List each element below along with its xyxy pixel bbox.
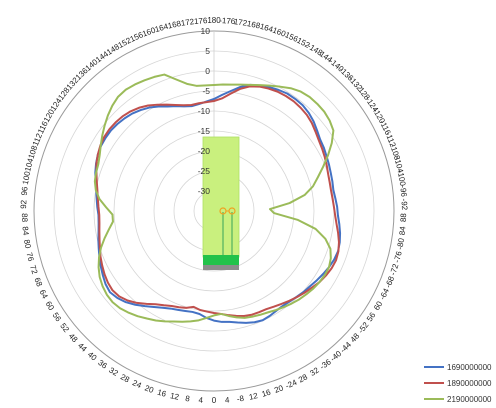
angle-tick-label: 20 bbox=[273, 383, 285, 395]
angle-tick-label: 12 bbox=[248, 391, 259, 402]
angle-tick-label: 4 bbox=[225, 395, 231, 404]
angle-tick-label: 160 bbox=[141, 25, 157, 38]
angle-tick-label: 164 bbox=[154, 22, 170, 34]
angle-tick-label: 0 bbox=[212, 396, 217, 405]
angle-tick-label: 164 bbox=[259, 22, 275, 34]
radial-tick-label: -30 bbox=[198, 186, 211, 196]
angle-tick-label: -176 bbox=[219, 16, 236, 26]
angle-tick-label: 48 bbox=[67, 332, 80, 345]
angle-tick-label: 88 bbox=[20, 213, 29, 223]
angle-tick-label: 28 bbox=[119, 372, 132, 384]
angle-tick-label: 100 bbox=[21, 170, 32, 185]
angle-tick-label: 52 bbox=[58, 321, 71, 334]
angle-tick-label: 160 bbox=[271, 26, 287, 39]
angle-tick-label: -104 bbox=[392, 156, 405, 174]
inset-base bbox=[203, 265, 239, 270]
inset-ground-plane bbox=[203, 255, 239, 265]
angle-tick-label: 172 bbox=[180, 17, 195, 28]
angle-tick-label: 20 bbox=[143, 383, 155, 395]
series-line-1890000000 bbox=[95, 85, 340, 317]
legend-label: 1890000000 bbox=[447, 379, 492, 388]
angle-tick-label: 80 bbox=[22, 239, 33, 250]
angle-tick-label: 104 bbox=[23, 157, 35, 173]
radial-tick-label: -25 bbox=[198, 166, 211, 176]
angle-tick-label: 84 bbox=[398, 225, 408, 235]
angle-tick-label: 56 bbox=[365, 310, 378, 323]
legend: 1690000000 1890000000 2190000000 bbox=[424, 363, 492, 404]
angle-tick-label: 16 bbox=[156, 388, 168, 399]
angle-tick-label: -100 bbox=[396, 169, 408, 187]
angle-tick-label: 4 bbox=[198, 396, 204, 405]
radial-tick-label: 0 bbox=[205, 66, 210, 76]
radial-tick-label: -20 bbox=[198, 146, 211, 156]
angle-tick-label: 168 bbox=[167, 19, 182, 31]
angle-tick-label: -44 bbox=[338, 340, 353, 355]
angle-tick-label: 88 bbox=[399, 212, 408, 222]
angle-tick-label: 60 bbox=[44, 300, 57, 313]
angle-tick-label: -76 bbox=[392, 250, 404, 264]
angle-tick-label: 64 bbox=[38, 288, 50, 300]
angle-tick-label: -52 bbox=[356, 320, 371, 335]
angle-tick-label: 76 bbox=[25, 251, 36, 262]
angle-tick-label: 172 bbox=[233, 17, 248, 28]
angle-tick-label: -96 bbox=[398, 185, 408, 198]
legend-label: 1690000000 bbox=[447, 363, 492, 372]
angle-tick-label: 108 bbox=[27, 144, 40, 160]
angle-tick-label: 168 bbox=[246, 19, 261, 31]
angle-tick-label: 28 bbox=[297, 372, 310, 384]
angle-tick-label: -8 bbox=[236, 394, 245, 404]
angle-tick-label: 40 bbox=[86, 350, 99, 363]
angle-tick-label: -72 bbox=[388, 262, 400, 276]
radial-tick-label: 10 bbox=[201, 26, 211, 36]
angle-tick-label: 32 bbox=[107, 366, 120, 379]
angle-tick-label: 44 bbox=[76, 341, 89, 354]
angle-tick-label: 180 bbox=[207, 16, 221, 25]
radial-tick-label: 5 bbox=[205, 46, 210, 56]
radial-tick-label: -10 bbox=[198, 106, 211, 116]
series-layer bbox=[93, 73, 342, 324]
angle-tick-label: 36 bbox=[96, 358, 109, 371]
radial-tick-label: -5 bbox=[202, 86, 210, 96]
angle-tick-label: 176 bbox=[194, 16, 208, 26]
angle-tick-label: -68 bbox=[383, 274, 396, 289]
angle-tick-label: 12 bbox=[169, 391, 180, 402]
angle-tick-label: 84 bbox=[20, 226, 30, 236]
angle-tick-label: 72 bbox=[28, 264, 39, 276]
series-line-2190000000 bbox=[93, 73, 335, 323]
angle-tick-label: 8 bbox=[185, 394, 191, 404]
angle-tick-label: -80 bbox=[395, 237, 406, 250]
angle-tick-label: -24 bbox=[284, 378, 299, 391]
inset-panel bbox=[202, 136, 240, 258]
radial-tick-label: -15 bbox=[198, 126, 211, 136]
angle-tick-label: 92 bbox=[19, 199, 28, 209]
radial-tick-labels: 10 5 0 -5 -10 -15 -20 -25 -30 bbox=[198, 26, 211, 196]
angle-tick-label: -92 bbox=[400, 198, 409, 210]
legend-label: 2190000000 bbox=[447, 395, 492, 404]
angle-tick-label: 68 bbox=[32, 276, 44, 288]
angle-tick-label: 96 bbox=[20, 186, 30, 196]
angle-tick-label: 60 bbox=[372, 299, 385, 312]
angle-tick-label: 56 bbox=[51, 311, 64, 324]
angle-tick-label: 16 bbox=[261, 388, 273, 399]
antenna-inset bbox=[202, 136, 240, 270]
angle-tick-label: 24 bbox=[131, 378, 143, 390]
